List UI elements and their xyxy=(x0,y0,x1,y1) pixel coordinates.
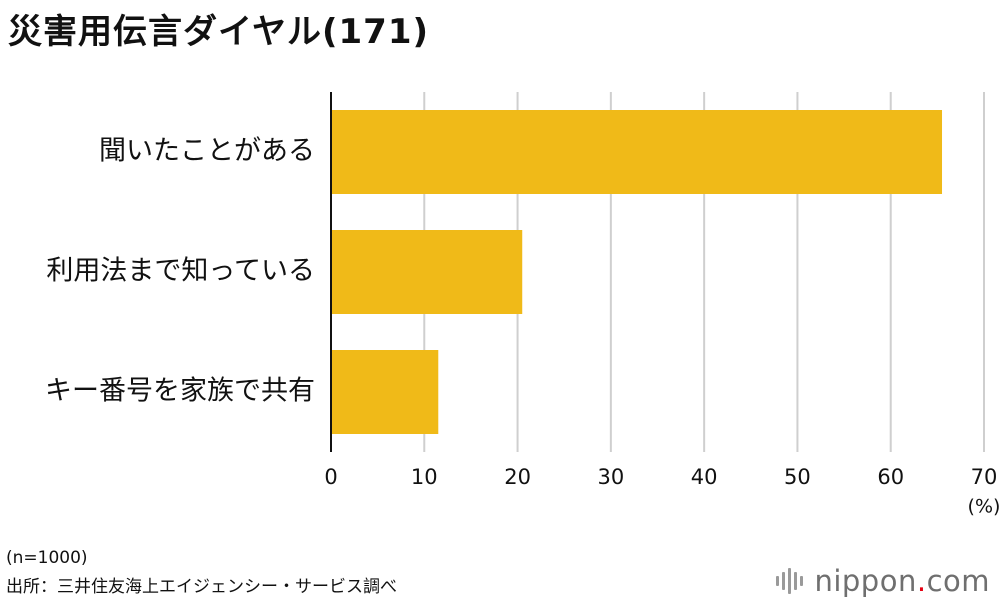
x-tick-label: 20 xyxy=(504,465,531,489)
sample-size-note: (n=1000) xyxy=(6,548,88,568)
x-tick-label: 10 xyxy=(411,465,438,489)
x-tick-label: 50 xyxy=(784,465,811,489)
category-label-2: 利用法まで知っている xyxy=(46,256,315,287)
bar-1 xyxy=(331,110,943,194)
unit-label: (%) xyxy=(968,496,1000,518)
x-tick-label: 60 xyxy=(877,465,904,489)
nippon-logo: nippon.com xyxy=(776,564,990,598)
bar-2 xyxy=(331,230,523,314)
chart-title: 災害用伝言ダイヤル(171) xyxy=(8,12,430,52)
x-tick-label: 0 xyxy=(324,465,337,489)
category-label-3: キー番号を家族で共有 xyxy=(45,376,315,407)
category-label-1: 聞いたことがある xyxy=(99,136,315,167)
x-tick-label: 30 xyxy=(597,465,624,489)
x-tick-label: 70 xyxy=(971,465,998,489)
x-tick-label: 40 xyxy=(691,465,718,489)
sound-wave-icon xyxy=(776,568,806,594)
logo-wordmark: nippon.com xyxy=(814,564,990,598)
bar-3 xyxy=(331,350,439,434)
source-note: 出所：三井住友海上エイジェンシー・サービス調べ xyxy=(6,577,397,597)
